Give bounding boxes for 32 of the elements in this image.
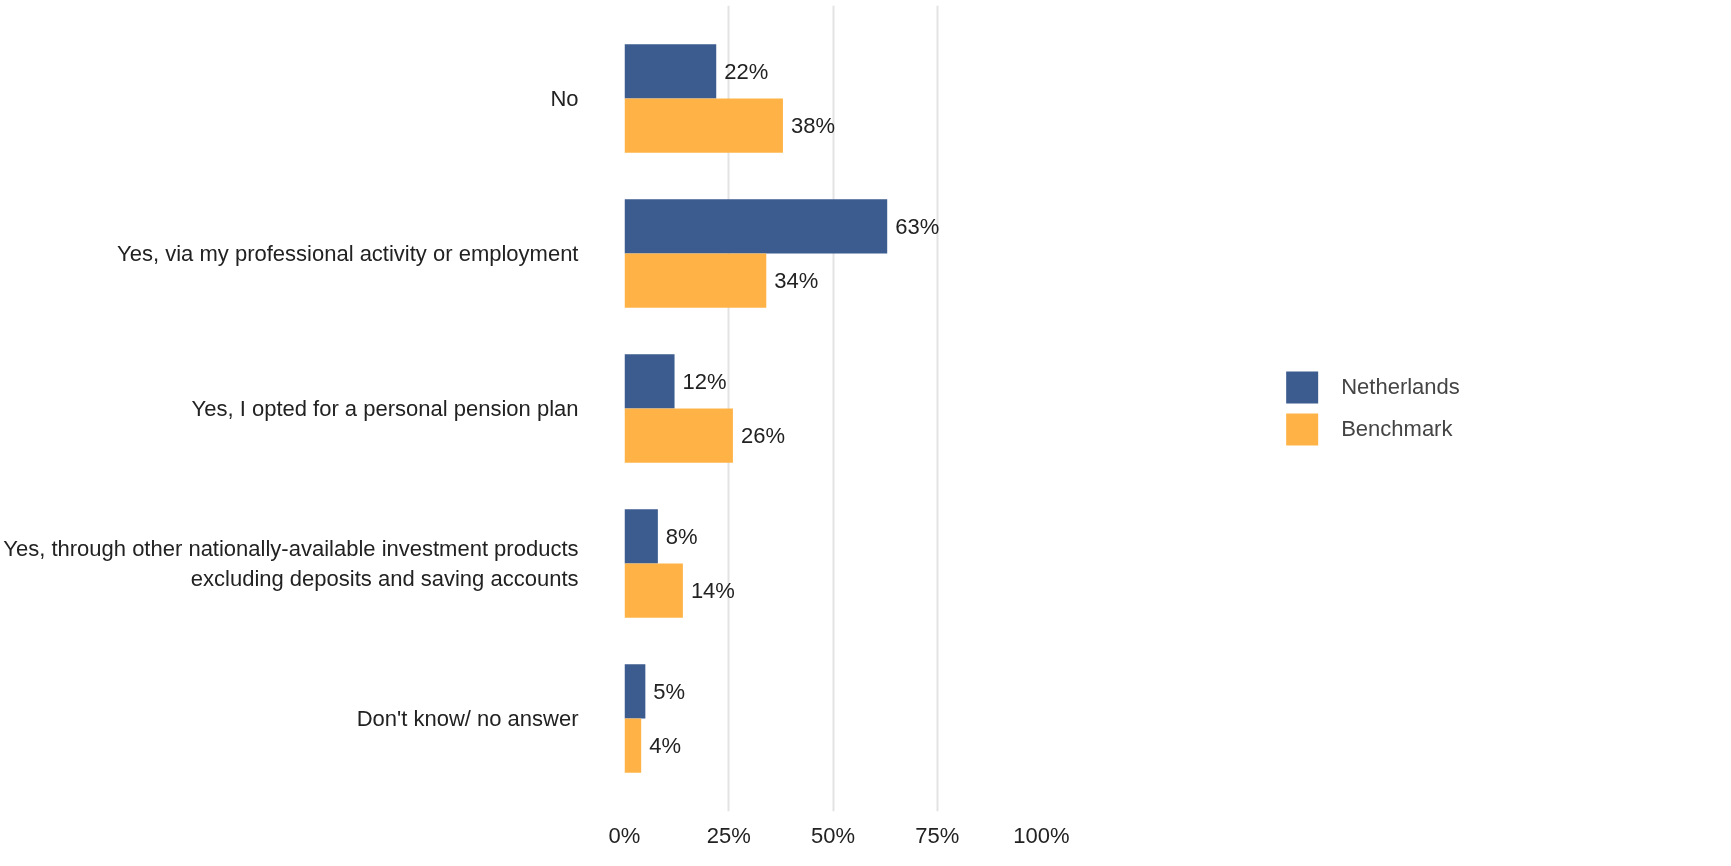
x-tick-label: 25%: [706, 822, 751, 848]
bar: [624, 563, 683, 618]
bar: [624, 98, 783, 153]
data-label: 63%: [895, 213, 940, 239]
bar: [624, 354, 675, 409]
data-label: 12%: [682, 368, 727, 394]
bar: [624, 509, 658, 564]
data-label: 26%: [740, 423, 785, 449]
data-label: 4%: [649, 733, 681, 759]
data-label: 34%: [774, 268, 819, 294]
y-tick-label: Yes, via my professional activity or employment: [117, 241, 579, 266]
bar: [624, 253, 767, 308]
x-tick-label: 0%: [608, 822, 641, 848]
bar: [624, 664, 646, 719]
x-tick-label: 50%: [810, 822, 856, 848]
y-tick-label: Yes, I opted for a personal pension plan: [191, 396, 579, 421]
data-label: 38%: [790, 113, 836, 139]
data-label: 8%: [665, 523, 698, 549]
y-tick-label: Don't know/ no answer: [356, 706, 579, 731]
data-label: 5%: [653, 678, 686, 704]
legend-label: Netherlands: [1341, 374, 1460, 400]
data-label: 14%: [690, 578, 735, 604]
y-tick-label: Yes, through other nationally-available investment products excluding deposits and saving accounts: [3, 536, 579, 591]
bar: [624, 199, 888, 254]
legend-label: Benchmark: [1341, 416, 1453, 442]
x-tick-label: 75%: [915, 822, 960, 848]
data-label: 22%: [724, 58, 769, 84]
y-tick-label: No: [550, 86, 579, 111]
bar: [624, 718, 642, 773]
bar: [624, 44, 717, 99]
x-tick-label: 100%: [1013, 822, 1070, 848]
bar: [624, 408, 733, 463]
